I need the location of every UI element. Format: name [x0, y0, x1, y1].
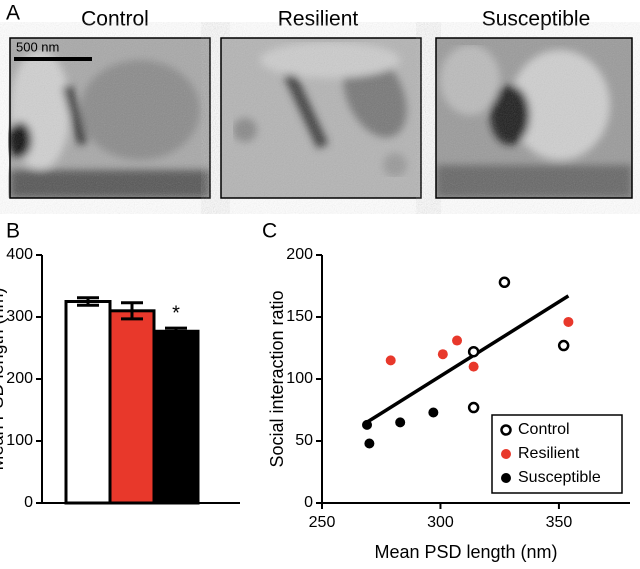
y-tick-label: 0: [304, 494, 313, 511]
y-axis-label: Social interaction ratio: [267, 290, 287, 467]
panel-label: B: [6, 220, 20, 243]
point: [395, 417, 406, 428]
point: [467, 401, 480, 414]
fit-line: [363, 294, 570, 426]
micrograph-title: Resilient: [278, 8, 359, 31]
x-axis-label: Mean PSD length (nm): [374, 542, 557, 562]
point: [364, 438, 375, 449]
legend-label: Control: [518, 421, 570, 438]
legend-box: [491, 414, 623, 494]
y-tick-label: 0: [24, 494, 33, 511]
legend-label: Susceptible: [518, 469, 601, 486]
point: [498, 276, 511, 289]
point: [468, 361, 479, 372]
point: [563, 316, 574, 327]
panel-label: C: [262, 220, 277, 243]
micrograph-title: Susceptible: [482, 8, 591, 31]
error-bar: [77, 296, 99, 307]
significance-mark: *: [172, 302, 180, 324]
error-bar: [121, 301, 143, 321]
legend-marker: [500, 424, 512, 436]
y-tick-label: 50: [295, 432, 313, 449]
x-tick-label: 350: [546, 514, 573, 531]
legend-marker: [501, 449, 511, 459]
x-tick-label: 300: [427, 514, 454, 531]
point: [437, 349, 448, 360]
legend-marker: [501, 473, 511, 483]
point: [452, 335, 463, 346]
y-tick-label: 300: [6, 308, 33, 325]
y-tick-label: 150: [286, 308, 313, 325]
bar: [64, 300, 112, 505]
y-tick-label: 400: [6, 246, 33, 263]
micrograph-title: Control: [81, 8, 149, 31]
bar: [152, 329, 200, 505]
bar: [108, 309, 156, 505]
x-tick-label: 250: [309, 514, 336, 531]
micrograph: [220, 37, 422, 199]
scale-bar-label: 500 nm: [16, 39, 59, 54]
point: [385, 355, 396, 366]
y-tick-label: 200: [286, 246, 313, 263]
y-tick-label: 200: [6, 370, 33, 387]
point: [467, 345, 480, 358]
legend-label: Resilient: [518, 445, 580, 462]
point: [362, 419, 373, 430]
micrograph: [435, 37, 633, 199]
error-bar: [165, 326, 187, 336]
point: [557, 339, 570, 352]
y-tick-label: 100: [286, 370, 313, 387]
panel-label: A: [6, 2, 20, 25]
micrograph: [8, 37, 211, 199]
point: [428, 407, 439, 418]
y-tick-label: 100: [6, 432, 33, 449]
y-axis-label: Mean PSD length (nm): [0, 287, 7, 470]
